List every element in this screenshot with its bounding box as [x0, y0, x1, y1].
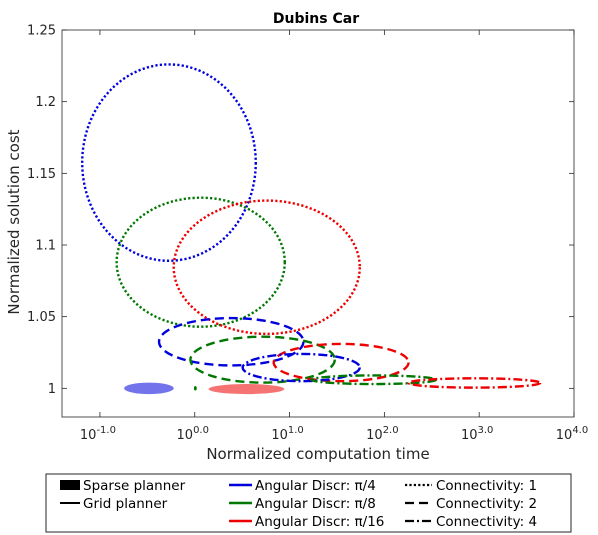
legend-label: Connectivity: 2 [436, 496, 537, 512]
axes: 1 1.05 1.1 1.15 1.2 1.25 10-1.0 100.0 101.0 102.0… [27, 24, 588, 444]
legend: Sparse planner Grid planner Angular Discr:… [60, 478, 537, 530]
sparse-planner-ellipse-pi_8 [193, 386, 197, 391]
x-tick-label: 103.0 [461, 425, 493, 443]
x-axis-label: Normalized computation time [206, 445, 429, 463]
plot-area [61, 29, 575, 418]
legend-label: Angular Discr: π/4 [255, 478, 376, 494]
legend-label: Connectivity: 4 [436, 514, 537, 530]
legend-box [45, 473, 572, 533]
legend-swatch-sparse [60, 480, 80, 490]
y-tick-label: 1 [48, 382, 56, 397]
grid-planner-ellipse-pi_8-conn-2 [189, 335, 336, 384]
legend-label: Angular Discr: π/16 [255, 514, 384, 530]
grid-planner-ellipse-pi_8-conn-1 [115, 196, 286, 328]
grid-planner-ellipse-pi_16-conn-2 [272, 342, 410, 383]
x-tick-label: 101.0 [271, 425, 303, 443]
chart-title: Dubins Car [273, 11, 359, 27]
sparse-planner-ellipse-pi_16 [208, 384, 285, 395]
y-tick-label: 1.15 [27, 167, 56, 182]
y-axis-label: Normalized solution cost [5, 129, 23, 314]
x-tick-label: 102.0 [366, 425, 398, 443]
x-tick-label: 10-1.0 [80, 425, 116, 443]
y-tick-label: 1.2 [35, 95, 56, 110]
sparse-planner-ellipse-pi_4 [124, 382, 174, 395]
legend-label: Connectivity: 1 [436, 478, 537, 494]
grid-planner-ellipse-pi_4-conn-4 [241, 352, 361, 383]
legend-label: Grid planner [83, 496, 168, 512]
grid-planner-ellipse-pi_16-conn-1 [172, 199, 361, 336]
legend-label: Angular Discr: π/8 [255, 496, 376, 512]
x-tick-label: 104.0 [556, 425, 588, 443]
x-tick-label: 100.0 [177, 425, 209, 443]
legend-label: Sparse planner [83, 478, 186, 494]
y-tick-label: 1.25 [27, 24, 56, 39]
y-tick-label: 1.1 [35, 239, 56, 254]
y-tick-label: 1.05 [27, 310, 56, 325]
ellipse-layer [80, 63, 542, 395]
grid-planner-ellipse-pi_16-conn-4 [407, 377, 542, 389]
grid-planner-ellipse-pi_4-conn-1 [80, 63, 257, 262]
